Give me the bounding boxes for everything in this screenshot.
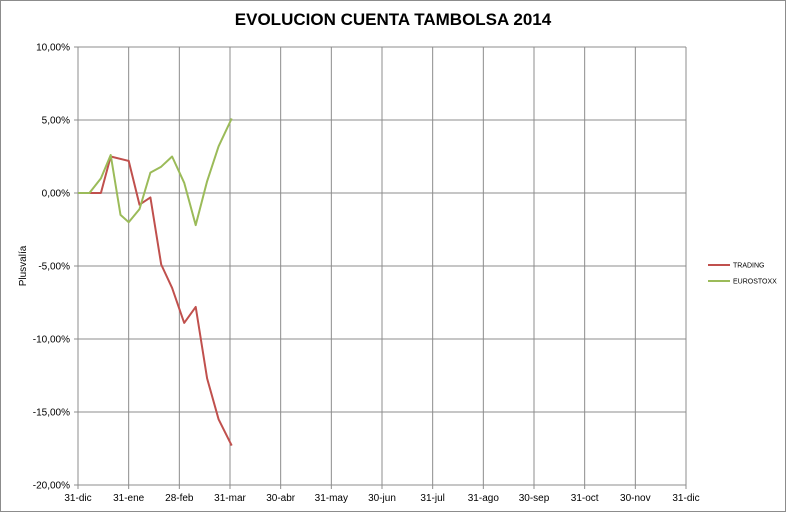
x-tick-label: 31-mar	[214, 493, 246, 504]
x-tick-label: 30-abr	[266, 493, 296, 504]
chart-title: EVOLUCION CUENTA TAMBOLSA 2014	[234, 10, 552, 29]
x-tick-label: 31-ago	[468, 493, 500, 504]
x-tick-label: 30-jun	[368, 493, 396, 504]
x-tick-label: 31-may	[315, 493, 348, 504]
y-tick-label: -10,00%	[33, 335, 70, 346]
legend-label-eurostoxx: EUROSTOXX	[733, 279, 777, 286]
x-tick-label: 31-dic	[672, 493, 699, 504]
x-tick-label: 30-nov	[620, 493, 651, 504]
y-tick-label: 0,00%	[42, 189, 70, 200]
y-tick-label: 5,00%	[42, 116, 70, 127]
x-tick-label: 31-ene	[113, 493, 145, 504]
x-tick-label: 31-dic	[64, 493, 91, 504]
y-axis-label: Plusvalía	[18, 245, 29, 286]
legend-label-trading: TRADING	[733, 263, 765, 270]
y-tick-label: -20,00%	[33, 481, 70, 492]
series-line-eurostoxx	[78, 118, 233, 227]
y-tick-label: 10,00%	[36, 43, 70, 54]
x-tick-label: 28-feb	[165, 493, 194, 504]
x-tick-label: 31-oct	[571, 493, 599, 504]
y-tick-label: -5,00%	[38, 262, 70, 273]
x-tick-label: 30-sep	[519, 493, 550, 504]
series-line-trading	[78, 155, 233, 447]
y-tick-label: -15,00%	[33, 408, 70, 419]
x-tick-label: 31-jul	[420, 493, 444, 504]
